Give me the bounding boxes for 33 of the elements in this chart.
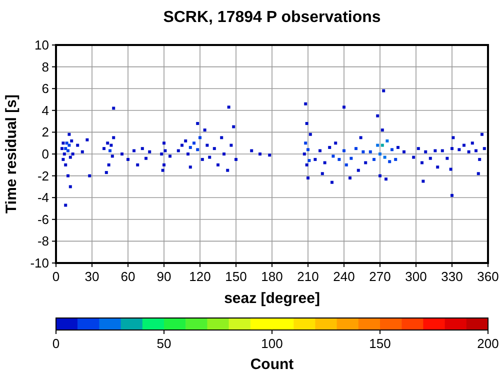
y-tick-label: -2: [37, 168, 49, 184]
x-tick-label: 0: [52, 269, 60, 284]
x-tick-label: 150: [225, 269, 247, 284]
y-tick-label: 6: [42, 81, 49, 96]
y-tick-label: -8: [37, 234, 49, 249]
y-tick-label: 10: [34, 38, 49, 52]
x-tick-label: 180: [261, 269, 283, 284]
x-tick-label: 300: [405, 269, 427, 284]
x-tick-label: 240: [333, 269, 355, 284]
x-tick-label: 210: [297, 269, 319, 284]
y-tick-label: -6: [37, 212, 49, 227]
x-tick-label: 360: [477, 269, 499, 284]
x-tick-label: 30: [84, 269, 100, 284]
x-tick-label: 60: [120, 269, 136, 284]
y-tick-label: 0: [42, 146, 49, 162]
color-bar-title: Count: [250, 356, 294, 373]
x-tick-label: 270: [369, 269, 391, 284]
color-bar-label: 50: [156, 336, 172, 351]
color-bar-label: 200: [477, 336, 499, 351]
x-tick-label: 90: [156, 269, 172, 284]
x-tick-label: 330: [441, 269, 463, 284]
y-tick-label: -10: [30, 256, 49, 270]
chart-title: SCRK, 17894 P observations: [163, 9, 381, 26]
y-tick-label: 4: [42, 102, 49, 118]
x-tick-label: 120: [189, 269, 211, 284]
y-axis-title: Time residual [s]: [3, 94, 20, 214]
color-bar-label: 150: [369, 336, 391, 351]
y-tick-label: -4: [37, 190, 49, 206]
y-tick-label: 8: [42, 59, 49, 74]
x-axis-title: seaz [degree]: [224, 290, 320, 307]
color-bar-label: 100: [261, 336, 283, 351]
color-bar-label: 0: [52, 336, 60, 351]
y-tick-label: 2: [42, 124, 49, 140]
